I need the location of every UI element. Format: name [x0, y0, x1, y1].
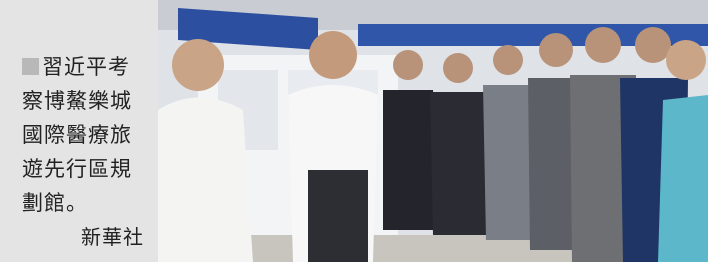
page: 習近平考 察博鰲樂城 國際醫療旅 遊先行區規 劃館。 新華社	[0, 0, 708, 262]
caption-line: 劃館。	[22, 186, 158, 220]
caption-credit: 新華社	[22, 220, 158, 254]
caption-line-wrap: 習近平考	[22, 50, 158, 84]
caption-line: 察博鰲樂城	[22, 84, 158, 118]
caption-box: 習近平考 察博鰲樂城 國際醫療旅 遊先行區規 劃館。 新華社	[0, 0, 158, 262]
caption-marker	[22, 58, 39, 75]
caption-line: 習近平考	[42, 55, 130, 79]
photo	[158, 0, 708, 262]
caption-line: 國際醫療旅	[22, 118, 158, 152]
caption-line: 遊先行區規	[22, 152, 158, 186]
